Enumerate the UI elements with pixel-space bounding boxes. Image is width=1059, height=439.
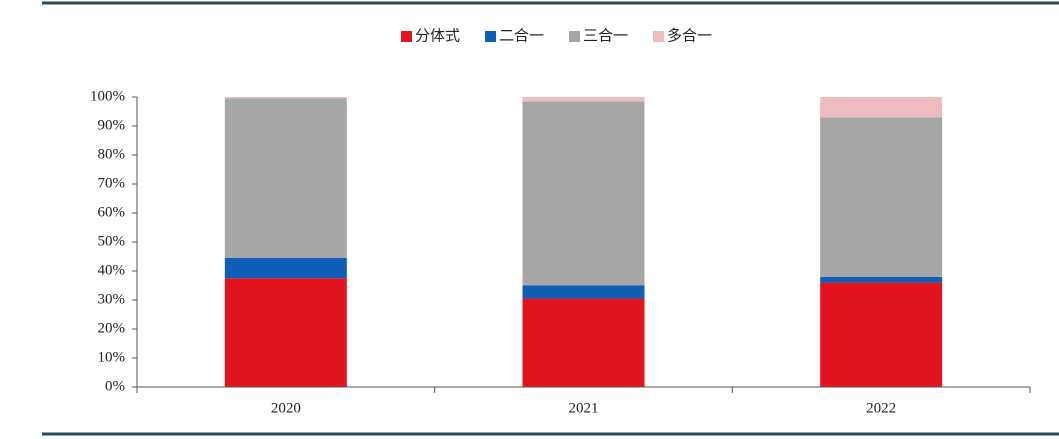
legend-label: 分体式 <box>415 27 460 44</box>
legend-label: 三合一 <box>583 27 628 44</box>
bar-segment <box>522 97 645 102</box>
x-tick-label: 2020 <box>271 400 301 416</box>
y-tick-label: 0% <box>105 378 125 394</box>
x-tick-label: 2021 <box>569 400 599 416</box>
y-tick-label: 60% <box>98 204 126 220</box>
y-tick-label: 30% <box>98 291 126 307</box>
bar-segment <box>224 278 347 387</box>
bar-segment <box>224 98 347 258</box>
y-tick-label: 70% <box>98 175 126 191</box>
bar-segment <box>820 97 943 118</box>
legend-swatch <box>653 31 664 42</box>
legend-swatch <box>401 31 412 42</box>
y-tick-label: 90% <box>98 117 126 133</box>
bar-segment <box>820 276 943 283</box>
bar-segment <box>522 298 645 387</box>
y-tick-label: 80% <box>98 146 126 162</box>
bar-segment <box>820 282 943 387</box>
bar-segment <box>224 97 347 99</box>
bar-segment <box>522 101 645 286</box>
y-tick-label: 50% <box>98 233 126 249</box>
legend-swatch <box>569 31 580 42</box>
bar-segment <box>522 285 645 299</box>
y-tick-label: 20% <box>98 320 126 336</box>
bar-segment <box>820 117 943 277</box>
bar-segment <box>224 257 347 279</box>
y-tick-label: 10% <box>98 349 126 365</box>
y-tick-label: 100% <box>90 88 125 104</box>
x-tick-label: 2022 <box>866 400 896 416</box>
legend-label: 多合一 <box>667 27 712 44</box>
legend-label: 二合一 <box>499 27 544 44</box>
y-tick-label: 40% <box>98 262 126 278</box>
legend-swatch <box>485 31 496 42</box>
